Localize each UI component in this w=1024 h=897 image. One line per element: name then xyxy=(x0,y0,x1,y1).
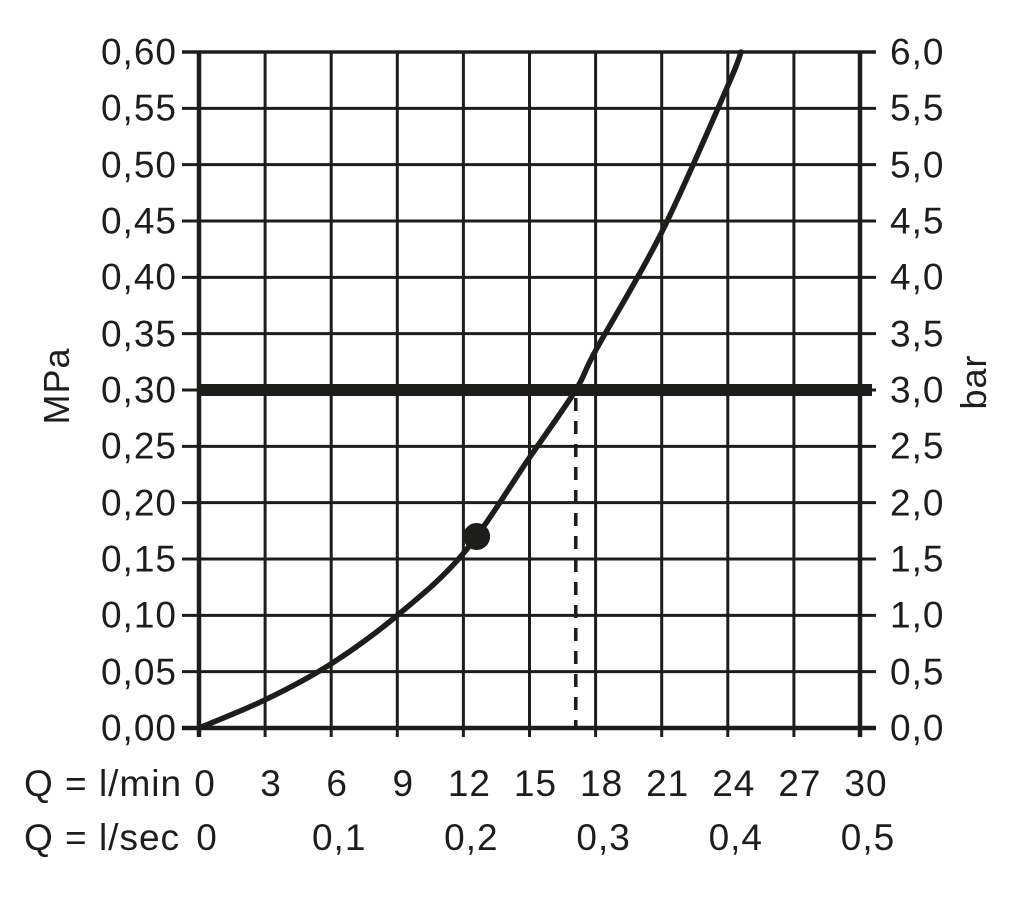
bar-tick-label: 1,5 xyxy=(890,538,945,580)
mpa-tick-label: 0,25 xyxy=(100,425,177,467)
x-axis-lmin-row-label: Q = l/min xyxy=(24,763,183,804)
lmin-tick-label: 30 xyxy=(844,763,888,804)
lmin-tick-label: 3 xyxy=(260,763,282,804)
lmin-tick-label: 24 xyxy=(712,763,756,804)
bar-tick-label: 4,0 xyxy=(890,256,945,298)
mpa-tick-label: 0,15 xyxy=(100,538,177,580)
bar-tick-label: 0,0 xyxy=(890,707,945,749)
lsec-tick-label: 0,5 xyxy=(840,817,896,858)
bar-tick-label: 6,0 xyxy=(890,31,945,73)
mpa-tick-label: 0,35 xyxy=(100,313,177,355)
bar-tick-label: 0,5 xyxy=(890,651,945,693)
mpa-tick-label: 0,45 xyxy=(100,200,177,242)
bar-tick-label: 5,5 xyxy=(890,87,945,129)
mpa-tick-label: 0,05 xyxy=(100,651,177,693)
flow-pressure-curve xyxy=(196,49,744,731)
lmin-tick-label: 27 xyxy=(778,763,822,804)
lmin-tick-label: 12 xyxy=(447,763,491,804)
lsec-tick-label: 0,4 xyxy=(708,817,764,858)
lsec-tick-label: 0,1 xyxy=(311,817,367,858)
lmin-tick-label: 18 xyxy=(580,763,624,804)
y-axis-left-unit-label: MPa xyxy=(36,347,77,425)
mpa-tick-label: 0,60 xyxy=(100,31,177,73)
mpa-tick-label: 0,20 xyxy=(100,482,177,524)
bar-tick-label: 3,0 xyxy=(890,369,945,411)
bar-tick-label: 4,5 xyxy=(890,200,945,242)
lmin-tick-label: 15 xyxy=(513,763,558,804)
bar-tick-label: 5,0 xyxy=(890,144,945,186)
mpa-tick-label: 0,00 xyxy=(100,707,177,749)
bar-tick-label: 3,5 xyxy=(890,313,945,355)
lmin-tick-label: 6 xyxy=(326,763,348,804)
lsec-tick-label: 0,2 xyxy=(444,817,499,858)
mpa-tick-label: 0,30 xyxy=(100,369,177,411)
lmin-tick-label: 0 xyxy=(194,763,216,804)
y-axis-right-unit-label: bar xyxy=(953,354,994,410)
lmin-tick-label: 9 xyxy=(392,763,415,804)
lsec-tick-label: 0 xyxy=(196,817,218,858)
bar-tick-label: 2,0 xyxy=(890,482,945,524)
mpa-tick-label: 0,55 xyxy=(100,87,177,129)
lsec-tick-label: 0,3 xyxy=(576,817,631,858)
bar-tick-label: 1,0 xyxy=(890,594,945,636)
mpa-tick-label: 0,40 xyxy=(100,256,177,298)
operating-point-dot xyxy=(463,522,491,550)
mpa-tick-label: 0,10 xyxy=(100,594,177,636)
lmin-tick-label: 21 xyxy=(646,763,690,804)
x-axis-lsec-row-label: Q = l/sec xyxy=(24,817,181,858)
bar-tick-label: 2,5 xyxy=(890,425,945,467)
mpa-tick-label: 0,50 xyxy=(100,144,177,186)
